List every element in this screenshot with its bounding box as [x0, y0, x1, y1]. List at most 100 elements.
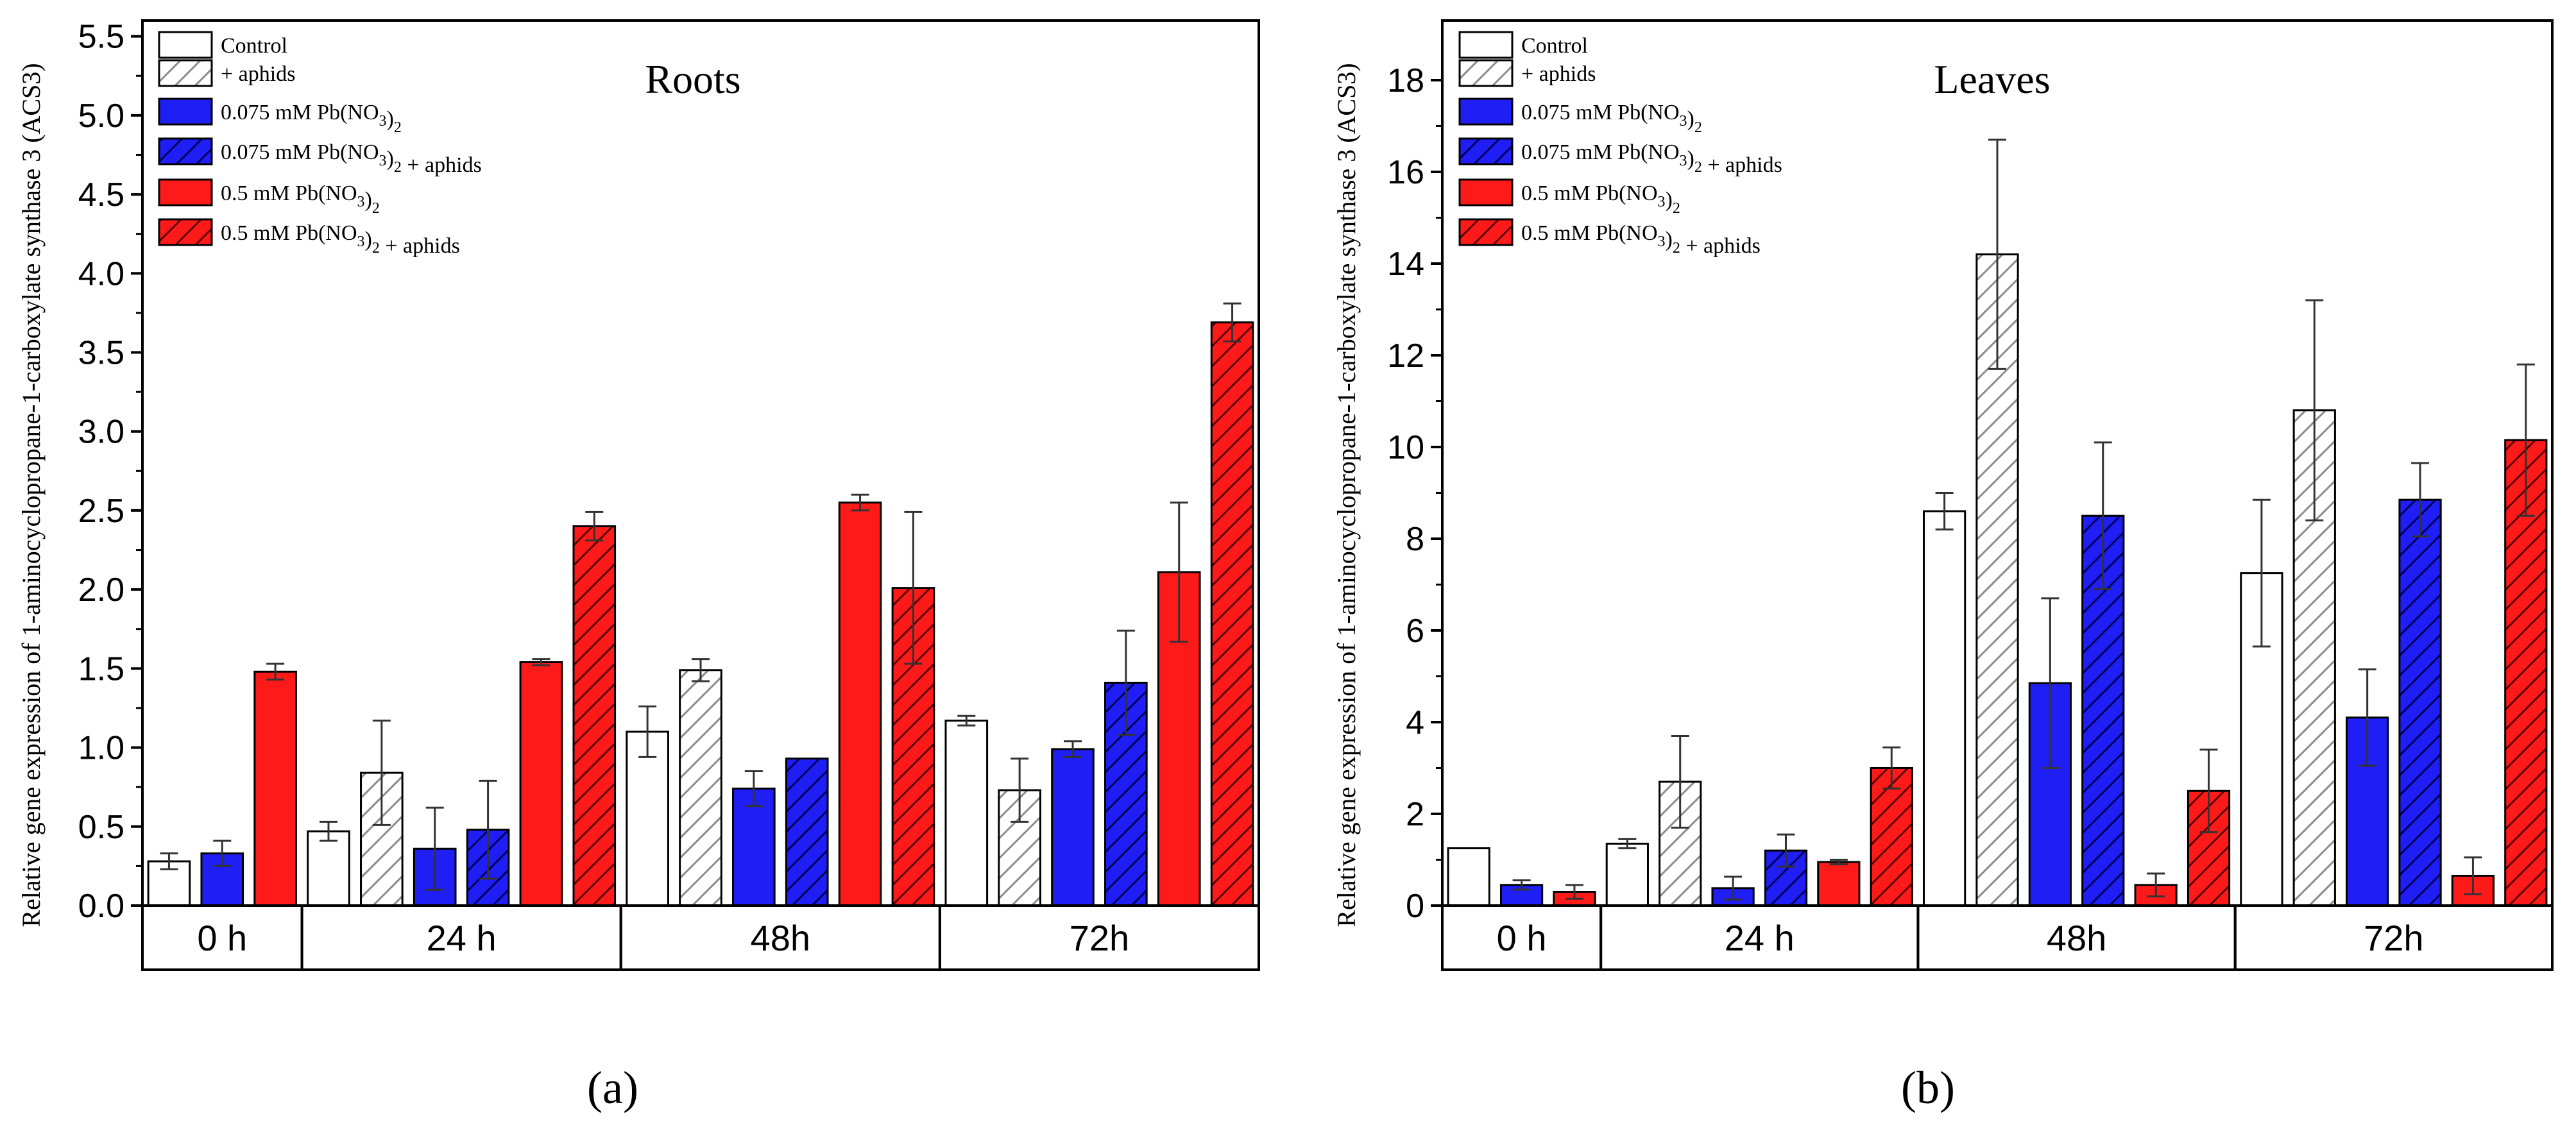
bar-control	[1605, 842, 1649, 907]
legend-text: + aphids	[402, 153, 482, 177]
legend-swatch-pb05	[1458, 178, 1514, 207]
bar-pb05_aphids	[572, 525, 617, 907]
y-tick-label: 6	[1406, 612, 1424, 650]
legend-text: 0.075 mM Pb(NO	[1521, 140, 1680, 164]
legend-subscript: 2	[1694, 159, 1702, 176]
chart-title: Leaves	[1934, 56, 2050, 102]
y-tick-label: 10	[1387, 429, 1424, 466]
category-cell	[938, 904, 1261, 971]
y-tick-label: 1.0	[78, 730, 124, 767]
y-tick-label: 8	[1406, 521, 1424, 558]
legend-subscript: 2	[1673, 200, 1680, 217]
y-tick-label: 2.5	[78, 493, 124, 530]
category-label: 0 h	[197, 918, 247, 958]
legend-text: )	[1687, 147, 1694, 171]
legend-text: + aphids	[1521, 62, 1596, 86]
legend-subscript: 3	[1658, 194, 1666, 210]
bar-pb05_aphids	[1210, 321, 1254, 907]
bar-pb05	[838, 502, 882, 907]
bar-aphids	[2292, 409, 2336, 907]
bar-pb05_aphids	[2504, 439, 2548, 907]
y-tick-label: 0.5	[78, 809, 124, 846]
legend-text: )	[1687, 107, 1694, 131]
legend-swatch-pb075_aphids	[158, 137, 213, 165]
y-tick-label: 4.0	[78, 255, 124, 292]
panel-label-a: (a)	[587, 1062, 638, 1113]
legend-text: + aphids	[221, 62, 295, 86]
legend-subscript: 2	[1694, 119, 1702, 136]
y-tick-label: 0.0	[78, 888, 124, 925]
y-tick-label: 1.5	[78, 650, 124, 688]
category-label: 48h	[2047, 918, 2106, 958]
legend-text: 0.075 mM Pb(NO	[1521, 101, 1680, 124]
legend-text: 0.5 mM Pb(NO	[221, 221, 357, 245]
y-tick-label: 5.5	[78, 19, 124, 56]
y-tick-label: 3.5	[78, 335, 124, 372]
bar-pb05	[253, 670, 297, 907]
y-tick-label: 2	[1406, 796, 1424, 833]
category-label: 0 h	[1497, 918, 1547, 958]
y-tick-label: 18	[1387, 62, 1424, 99]
legend-subscript: 3	[357, 233, 365, 250]
legend-label-pb075_aphids: 0.075 mM Pb(NO3)2 + aphids	[1521, 140, 1782, 177]
legend-text: 0.5 mM Pb(NO	[1521, 182, 1658, 205]
bar-pb075_aphids	[785, 757, 829, 907]
legend-swatch-aphids	[158, 59, 213, 87]
legend-subscript: 2	[394, 159, 402, 176]
legend-swatch-pb05_aphids	[1458, 218, 1514, 246]
legend-text: )	[1666, 228, 1673, 251]
y-tick-label: 12	[1387, 337, 1424, 375]
legend-label-aphids: + aphids	[1521, 62, 1596, 86]
legend-swatch-aphids	[1458, 59, 1514, 87]
legend-label-pb075: 0.075 mM Pb(NO3)2	[1521, 101, 1702, 136]
bar-control	[1922, 510, 1966, 907]
legend-swatch-pb075	[1458, 97, 1514, 126]
legend-swatch-pb075_aphids	[1458, 137, 1514, 165]
bar-control	[944, 720, 989, 907]
legend-swatch-pb05	[158, 178, 213, 207]
y-tick-label: 4.5	[78, 176, 124, 214]
legend-swatch-control	[1458, 31, 1514, 59]
legend-text: )	[365, 188, 372, 212]
y-tick-label: 4	[1406, 704, 1424, 741]
category-label: 72h	[2364, 918, 2423, 958]
legend-subscript: 3	[379, 153, 387, 169]
panel-label-b: (b)	[1901, 1062, 1955, 1113]
y-tick-label: 3.0	[78, 414, 124, 451]
legend-subscript: 2	[1673, 240, 1680, 257]
legend-label-control: Control	[1521, 34, 1588, 58]
bar-pb075	[1051, 748, 1095, 907]
legend-text: )	[365, 228, 372, 251]
legend-text: Control	[1521, 34, 1588, 58]
bar-control	[1447, 847, 1490, 907]
legend-label-pb05_aphids: 0.5 mM Pb(NO3)2 + aphids	[221, 221, 460, 258]
legend-subscript: 3	[357, 194, 365, 210]
category-label: 24 h	[427, 918, 497, 958]
legend-subscript: 2	[394, 119, 402, 136]
bar-pb075_aphids	[2398, 498, 2442, 907]
legend-text: 0.075 mM Pb(NO	[221, 140, 379, 164]
legend-text: + aphids	[380, 234, 460, 258]
y-axis-label: Relative gene expression of 1-aminocyclo…	[1332, 63, 1361, 927]
legend-text: )	[387, 147, 394, 171]
legend-label-pb075_aphids: 0.075 mM Pb(NO3)2 + aphids	[221, 140, 482, 177]
y-axis-label: Relative gene expression of 1-aminocyclo…	[17, 63, 46, 927]
y-tick-label: 14	[1387, 246, 1424, 283]
y-tick-label: 5.0	[78, 97, 124, 135]
bar-control	[626, 730, 669, 907]
legend-swatch-pb05_aphids	[158, 218, 213, 246]
legend-subscript: 3	[379, 113, 387, 130]
category-label: 72h	[1070, 918, 1129, 958]
legend-label-pb05: 0.5 mM Pb(NO3)2	[1521, 182, 1680, 217]
legend-subscript: 3	[1680, 113, 1687, 130]
legend-text: + aphids	[1702, 153, 1782, 177]
y-tick-label: 2.0	[78, 571, 124, 609]
chart-leaves-panel: 0 2 4 6 8 10 12 14 16 18 Relative gene expression …	[1332, 19, 2554, 971]
category-label: 24 h	[1725, 918, 1795, 958]
bar-aphids	[679, 669, 722, 907]
bar-control	[307, 830, 350, 907]
legend-text: 0.5 mM Pb(NO	[1521, 221, 1658, 245]
legend-subscript: 3	[1680, 153, 1687, 169]
legend-label-aphids: + aphids	[221, 62, 295, 86]
